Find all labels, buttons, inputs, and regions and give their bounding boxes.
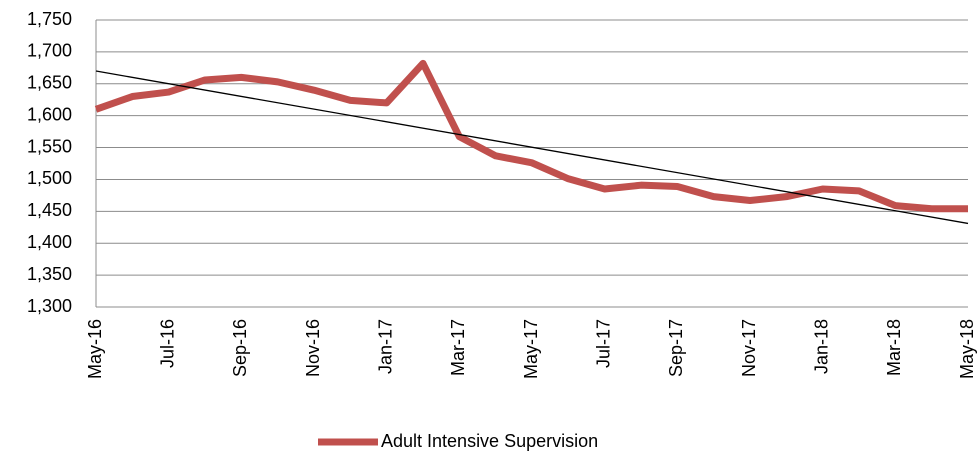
x-tick-label: Jan-18 xyxy=(811,319,831,374)
legend-label: Adult Intensive Supervision xyxy=(381,431,598,451)
x-tick-label: Sep-17 xyxy=(666,319,686,377)
y-tick-label: 1,350 xyxy=(27,264,72,284)
x-tick-label: Sep-16 xyxy=(230,319,250,377)
data-line xyxy=(94,59,968,213)
y-tick-label: 1,550 xyxy=(27,136,72,156)
x-tick-label: May-18 xyxy=(957,319,977,379)
y-tick-label: 1,700 xyxy=(27,41,72,61)
y-tick-label: 1,400 xyxy=(27,232,72,252)
x-tick-label: Nov-17 xyxy=(739,319,759,377)
x-tick-label: May-17 xyxy=(521,319,541,379)
x-tick-label: Jul-17 xyxy=(593,319,613,368)
y-tick-label: 1,650 xyxy=(27,73,72,93)
trendline xyxy=(95,70,969,225)
x-tick-label: Nov-16 xyxy=(303,319,323,377)
y-tick-label: 1,600 xyxy=(27,104,72,124)
x-tick-label: Mar-17 xyxy=(448,319,468,376)
y-tick-label: 1,500 xyxy=(27,168,72,188)
x-tick-label: May-16 xyxy=(85,319,105,379)
y-tick-label: 1,750 xyxy=(27,9,72,29)
y-tick-label: 1,450 xyxy=(27,200,72,220)
x-tick-label: Jan-17 xyxy=(375,319,395,374)
x-tick-label: Jul-16 xyxy=(157,319,177,368)
x-tick-label: Mar-18 xyxy=(884,319,904,376)
y-tick-label: 1,300 xyxy=(27,296,72,316)
